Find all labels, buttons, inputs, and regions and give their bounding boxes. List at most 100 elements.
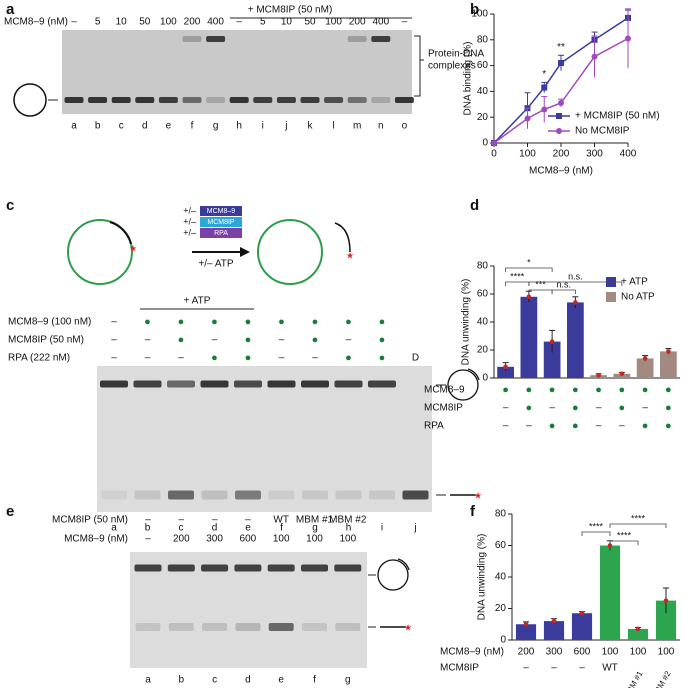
cell: 100 [658,647,675,658]
cell: 100 [339,534,356,545]
cell: ● [245,334,252,346]
series-line [493,17,629,144]
cell: ● [572,420,579,432]
point [591,53,598,60]
cell: – [212,335,218,346]
cell: – [279,353,285,364]
panel-label: c [6,197,14,214]
gel-band [371,36,391,42]
circular-dna [67,219,133,285]
bar [627,628,649,640]
lane-label: n [378,121,384,132]
cell: ● [345,352,352,364]
significance-bracket [528,281,623,286]
cell: ● [144,316,151,328]
lane-label: e [166,121,172,132]
lane-label: f [191,121,194,132]
row-label: MCM8–9 (100 nM) [8,317,91,328]
toggle: +/– [183,216,196,226]
concentration: – [236,17,242,28]
cell: ● [665,384,672,396]
lane-label: d [212,523,218,534]
gel-band [235,490,261,500]
point [491,140,497,146]
replicate-dot [551,618,557,624]
gel-band [302,490,328,500]
lane-label: a [145,675,151,686]
panel-label: a [6,1,15,18]
cell: – [642,403,648,414]
cell: ● [572,402,579,414]
cell: – [523,663,529,674]
gel-band [369,490,395,500]
cell: ● [642,420,649,432]
gel-band [235,623,261,631]
x-tick-label: 100 [519,149,536,160]
cell: – [503,403,509,414]
gel-band [202,623,228,631]
significance-bracket [609,523,667,528]
cell: ● [312,316,319,328]
significance: **** [589,521,604,531]
cell: ● [619,384,626,396]
cell: – [312,353,318,364]
legend-swatch [606,292,616,302]
legend-marker [556,113,562,119]
point [541,84,548,91]
gel-band [234,380,262,388]
cell: ● [245,352,252,364]
protein-box [200,206,242,216]
point [558,60,564,67]
y-tick-label: 100 [471,9,488,20]
gel-band [347,97,367,103]
circular-dna [13,83,47,117]
gel-band [267,380,296,388]
gel-band [334,564,362,572]
cell: ● [379,352,386,364]
cell: ● [379,334,386,346]
concentration: – [71,17,77,28]
gel-band [276,97,296,103]
toggle: +/– [183,227,196,237]
concentration: 10 [281,17,293,28]
bar [543,341,561,378]
concentration: 200 [349,17,366,28]
label-star: ★ [129,243,137,253]
gel-band [64,97,84,103]
significance: n.s. [556,279,571,289]
gel-band [394,97,414,103]
gel-band [201,490,228,500]
replicate-dot [635,626,641,632]
y-tick-label: 20 [495,603,507,614]
cell: – [179,515,185,526]
significance: *** [535,279,546,289]
concentration: – [402,17,408,28]
gel-band [300,97,320,103]
significance-bracket [528,289,553,294]
cell: 600 [574,647,591,658]
cell: 100 [630,647,647,658]
cell: ● [345,316,352,328]
lane-label: g [312,523,318,534]
lane-label: c [119,121,124,132]
cell: ● [312,334,319,346]
substrate-icon [467,368,480,381]
substrate-icon [397,558,410,571]
legend-label: + ATP [621,277,648,288]
lane-label: d [245,675,251,686]
row-label: MCM8–9 [424,385,465,396]
cell: MBM #1 [296,515,334,526]
toggle: +/– [183,205,196,215]
cell: – [212,515,218,526]
lane-label: d [142,121,148,132]
row-label: MCM8–9 (nM) [64,534,128,545]
row-label: MCM8IP (50 nM) [8,335,84,346]
replicate-dot [523,621,529,627]
replicate-dot [596,372,601,378]
cell: ● [178,334,185,346]
lane-label: c [179,523,184,534]
significance: * [542,69,546,80]
circular-dna [257,219,323,285]
y-tick-label: 20 [477,345,489,356]
lane-label: j [413,523,416,534]
